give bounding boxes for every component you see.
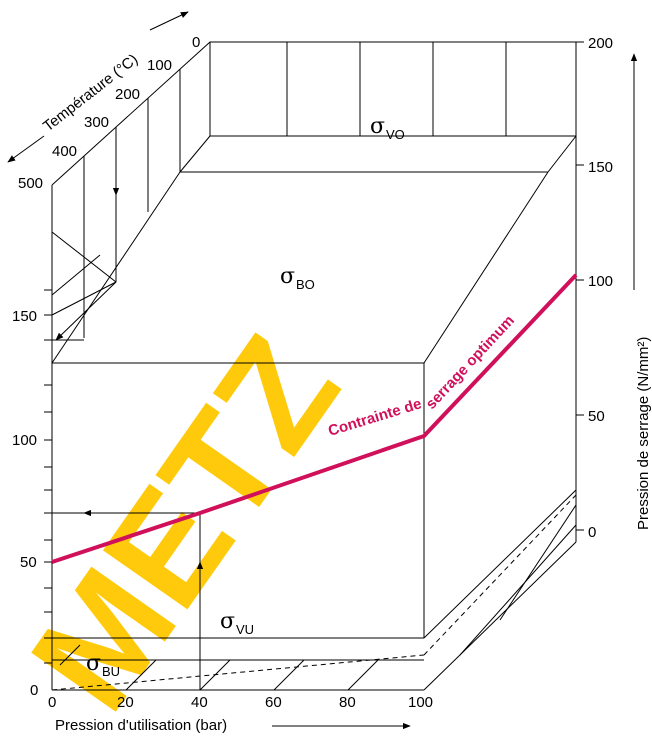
- region-bo: σ BO: [280, 264, 315, 292]
- reading-lines: [52, 136, 204, 690]
- box-front-face: [51, 363, 425, 639]
- svg-text:300: 300: [84, 114, 109, 131]
- svg-text:100: 100: [408, 694, 433, 711]
- svg-text:0: 0: [192, 34, 200, 51]
- svg-text:BU: BU: [102, 664, 120, 679]
- svg-text:σ: σ: [86, 651, 101, 676]
- svg-text:σ: σ: [280, 264, 295, 289]
- temperature-axis: 0 100 200 300 400 500 Température (°C): [7, 11, 200, 192]
- svg-text:200: 200: [115, 86, 140, 103]
- x-axis-label: Pression d'utilisation (bar): [55, 717, 411, 734]
- svg-text:BO: BO: [296, 277, 315, 292]
- svg-text:σ: σ: [220, 609, 235, 634]
- svg-text:50: 50: [588, 408, 605, 425]
- right-axis: 200 150 100 50 0 Pression de serrage (N/…: [576, 35, 652, 541]
- svg-text:80: 80: [339, 694, 356, 711]
- svg-text:σ: σ: [370, 114, 385, 139]
- svg-text:VO: VO: [386, 127, 405, 142]
- svg-text:0: 0: [48, 694, 56, 711]
- svg-text:50: 50: [20, 554, 37, 571]
- svg-text:100: 100: [588, 273, 613, 290]
- svg-text:200: 200: [588, 35, 613, 52]
- svg-text:0: 0: [588, 524, 596, 541]
- x-axis-ticks: 0 20 40 60 80 100: [48, 694, 433, 711]
- svg-text:VU: VU: [236, 622, 254, 637]
- svg-text:100: 100: [147, 57, 172, 74]
- left-axis: 0 50 100 150: [12, 289, 52, 699]
- region-bu: σ BU: [86, 651, 120, 679]
- svg-text:METZ: METZ: [0, 308, 370, 737]
- box-top-face: [51, 135, 577, 364]
- region-vu: σ VU: [220, 609, 254, 637]
- svg-text:500: 500: [18, 175, 43, 192]
- curve-label-2: serrage optimum: [422, 312, 517, 413]
- svg-text:100: 100: [12, 432, 37, 449]
- top-wall: [209, 41, 577, 137]
- svg-text:40: 40: [191, 694, 208, 711]
- metz-watermark: METZ: [0, 308, 370, 737]
- svg-text:150: 150: [12, 308, 37, 325]
- svg-text:Pression d'utilisation (bar): Pression d'utilisation (bar): [55, 717, 227, 734]
- svg-text:Pression de serrage (N/mm²): Pression de serrage (N/mm²): [635, 337, 652, 530]
- svg-text:400: 400: [52, 143, 77, 160]
- region-vo: σ VO: [370, 114, 405, 142]
- svg-text:20: 20: [117, 694, 134, 711]
- svg-text:150: 150: [588, 159, 613, 176]
- floor: [51, 489, 577, 691]
- svg-text:60: 60: [265, 694, 282, 711]
- svg-text:0: 0: [30, 682, 38, 699]
